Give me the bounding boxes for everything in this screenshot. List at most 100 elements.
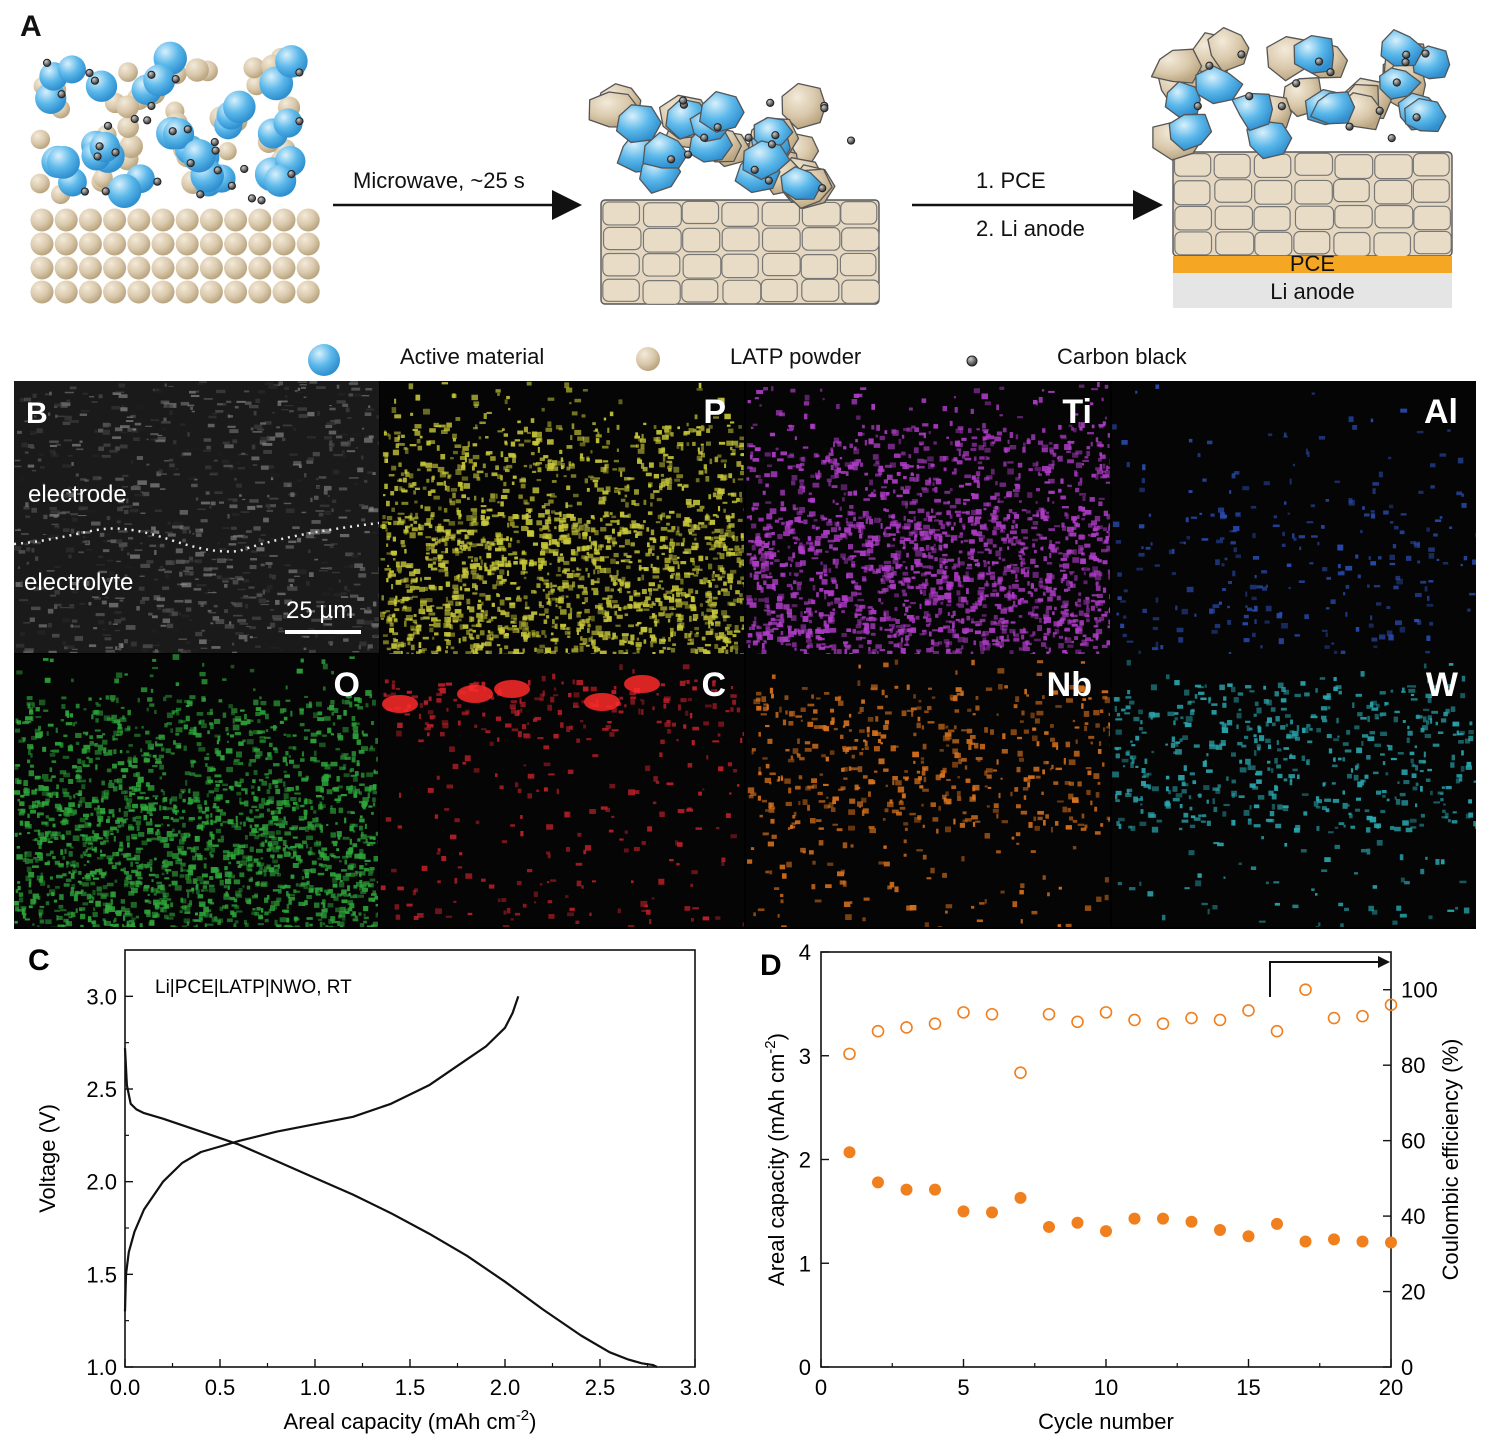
eds-signal (938, 613, 942, 616)
eds-signal (1085, 596, 1090, 600)
eds-signal (983, 561, 987, 568)
eds-signal (1078, 505, 1083, 509)
eds-signal (512, 475, 517, 479)
eds-signal (676, 625, 684, 631)
sem-texture (372, 601, 377, 607)
eds-signal (1078, 384, 1085, 388)
eds-signal (887, 634, 892, 638)
sintered-grain (1215, 231, 1255, 256)
eds-signal (426, 518, 431, 524)
sem-texture (333, 453, 343, 457)
eds-signal (549, 562, 552, 566)
eds-signal (476, 470, 484, 474)
eds-signal (917, 458, 924, 464)
eds-signal (1194, 613, 1197, 617)
eds-signal (540, 549, 545, 552)
sem-image-tile: B electrode electrolyte 25 µm (14, 381, 379, 653)
eds-signal (400, 578, 407, 583)
eds-signal (486, 552, 492, 559)
step2b-label: 2. Li anode (976, 216, 1085, 241)
eds-signal (911, 576, 916, 579)
sem-texture (71, 648, 78, 650)
eds-signal (943, 639, 950, 644)
eds-signal (450, 457, 454, 460)
eds-signal (728, 552, 736, 556)
eds-signal (551, 539, 558, 545)
eds-signal (1035, 501, 1038, 504)
eds-signal (597, 545, 603, 551)
eds-signal (1067, 549, 1072, 554)
eds-signal (998, 556, 1001, 560)
eds-signal (1075, 627, 1081, 632)
eds-signal (1047, 596, 1053, 602)
eds-signal (1047, 467, 1052, 473)
sem-texture (15, 643, 25, 648)
eds-signal (544, 608, 549, 614)
eds-signal (1081, 567, 1087, 572)
eds-signal (684, 632, 688, 639)
eds-signal (441, 382, 449, 385)
eds-signal (520, 571, 526, 575)
eds-signal (904, 599, 909, 602)
eds-signal (1034, 605, 1039, 609)
eds-signal (663, 610, 666, 616)
sem-texture (254, 424, 263, 429)
eds-signal (716, 515, 719, 518)
eds-signal (963, 498, 971, 502)
eds-signal (1079, 620, 1084, 626)
sem-texture (336, 400, 346, 404)
eds-signal (693, 524, 700, 531)
eds-signal (833, 534, 840, 539)
eds-signal (779, 563, 786, 568)
sem-texture (142, 491, 150, 497)
sem-texture (343, 638, 349, 642)
eds-signal (508, 516, 514, 522)
sem-texture (366, 647, 370, 651)
sem-texture (210, 622, 214, 625)
eds-signal (884, 628, 892, 631)
eds-signal (841, 610, 845, 614)
eds-signal (545, 427, 553, 432)
carbon-dot (111, 148, 120, 157)
eds-signal (938, 627, 944, 633)
latp-sphere (127, 232, 151, 256)
eds-signal (776, 599, 783, 604)
eds-signal (670, 647, 676, 653)
eds-signal (651, 613, 656, 618)
eds-signal (862, 513, 866, 518)
eds-signal (449, 624, 454, 630)
eds-signal (671, 573, 675, 576)
eds-signal (1079, 477, 1083, 483)
eds-signal (720, 588, 728, 592)
eds-signal (502, 547, 507, 552)
eds-signal (891, 626, 895, 630)
eds-signal (723, 591, 730, 597)
eds-signal (1075, 450, 1083, 455)
eds-signal (659, 649, 664, 654)
eds-signal (750, 451, 754, 458)
sem-texture (303, 647, 307, 651)
eds-signal (997, 603, 1002, 610)
eds-signal (879, 617, 886, 622)
eds-signal (385, 528, 388, 532)
eds-signal (532, 487, 540, 494)
eds-signal (780, 489, 785, 496)
eds-signal (394, 608, 400, 612)
eds-signal (858, 516, 863, 520)
eds-signal (394, 398, 397, 404)
sem-texture (184, 571, 194, 576)
eds-signal (647, 588, 653, 592)
sem-texture (148, 612, 153, 616)
eds-signal (590, 579, 595, 586)
eds-signal (1020, 568, 1026, 575)
sem-texture (130, 460, 133, 465)
sem-texture (14, 465, 22, 468)
sem-texture (29, 617, 35, 622)
eds-signal (855, 624, 862, 629)
eds-signal (846, 521, 854, 527)
eds-signal (780, 507, 787, 512)
eds-signal (1021, 631, 1029, 634)
eds-signal (431, 653, 439, 654)
eds-signal (432, 463, 439, 469)
carbon-dot (171, 75, 180, 84)
